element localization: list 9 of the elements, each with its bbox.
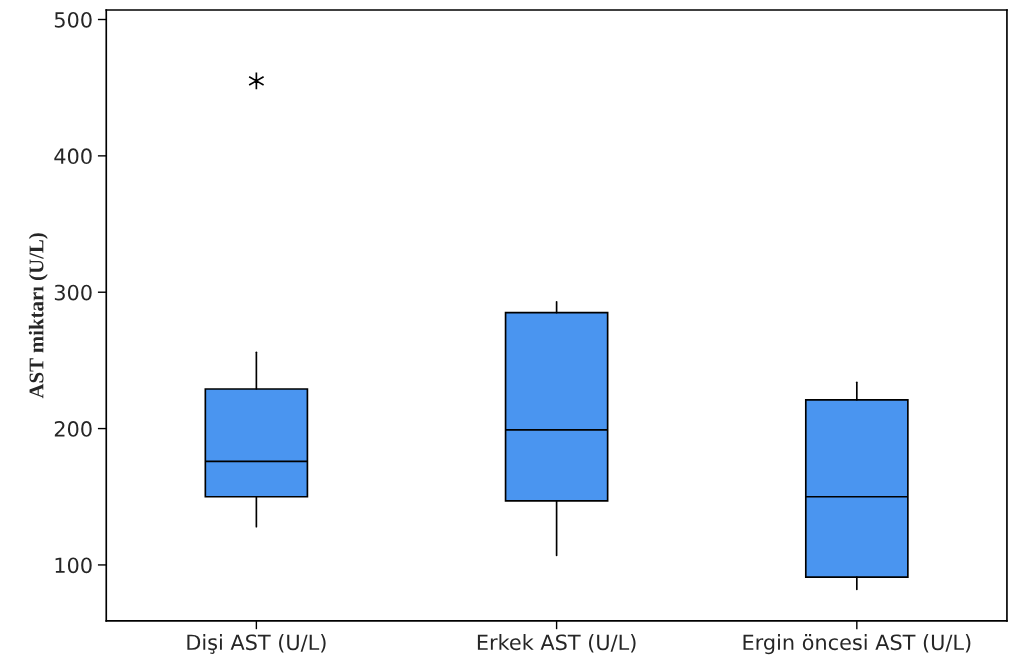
y-tick-label: 300: [54, 284, 92, 301]
x-tick-label: Dişi AST (U/L): [187, 634, 326, 654]
y-tick-label: 200: [54, 421, 92, 437]
y-tick-label: 100: [55, 557, 92, 574]
y-tick-label: 500: [54, 11, 92, 28]
y-axis-title: AST miktarı (U/L): [28, 233, 48, 399]
x-tick-label: Ergin öncesi AST (U/L): [743, 634, 971, 655]
y-tick-label: 400: [54, 148, 92, 165]
x-tick-label: Erkek AST (U/L): [477, 634, 636, 653]
